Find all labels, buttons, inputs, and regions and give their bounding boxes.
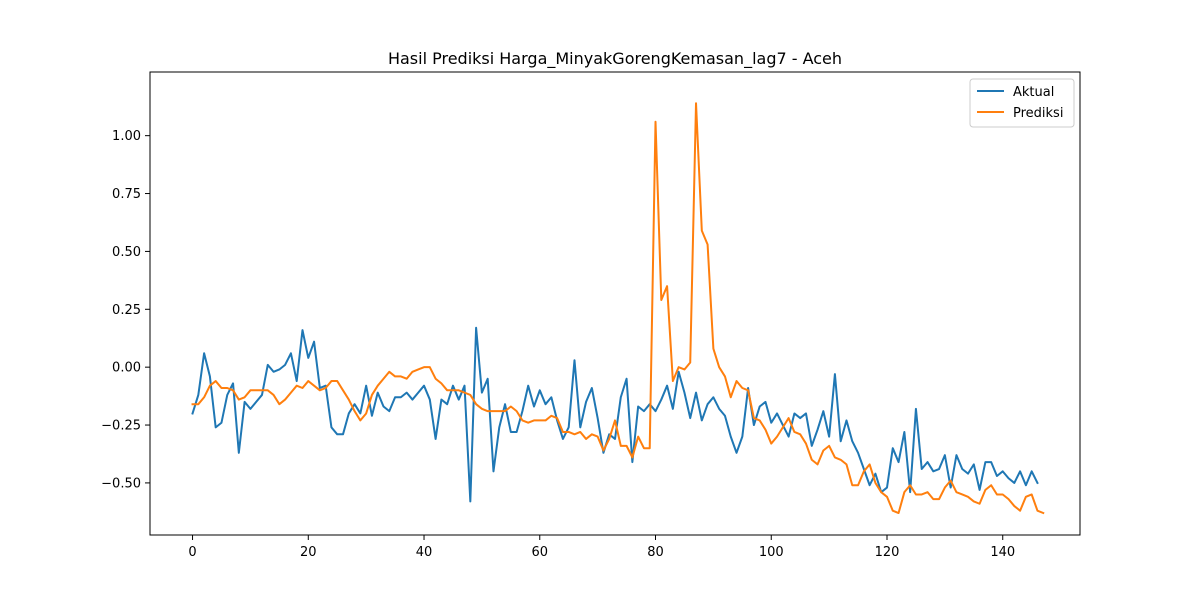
y-tick-label: 0.25 <box>112 303 141 318</box>
legend: Aktual Prediksi <box>969 78 1075 128</box>
y-tick-label: 1.00 <box>112 129 141 144</box>
x-tick-label: 80 <box>647 545 664 560</box>
x-tick-label: 100 <box>759 545 784 560</box>
legend-label-prediksi: Prediksi <box>1013 106 1063 121</box>
plot-area <box>191 102 1045 515</box>
axes-frame <box>149 71 1081 536</box>
y-tick-label: 0.50 <box>112 245 141 260</box>
x-tick-label: 0 <box>188 545 196 560</box>
x-tick-label: 60 <box>531 545 548 560</box>
x-tick-label: 20 <box>300 545 317 560</box>
x-tick-label: 120 <box>875 545 900 560</box>
y-tick-label: 0.75 <box>112 187 141 202</box>
series-line-prediksi <box>191 102 1045 515</box>
chart-title: Hasil Prediksi Harga_MinyakGorengKemasan… <box>388 49 842 69</box>
series-line-aktual <box>191 326 1039 503</box>
y-tick-label: 0.00 <box>112 361 141 376</box>
legend-label-aktual: Aktual <box>1013 85 1054 100</box>
y-tick-label: −0.50 <box>101 476 141 491</box>
x-tick-label: 140 <box>990 545 1015 560</box>
y-tick-label: −0.25 <box>101 419 141 434</box>
axes: 0 20 40 60 80 100 120 140 −0.50 −0.25 0.00 0.25 0.50… <box>101 71 1081 560</box>
x-tick-label: 40 <box>416 545 433 560</box>
